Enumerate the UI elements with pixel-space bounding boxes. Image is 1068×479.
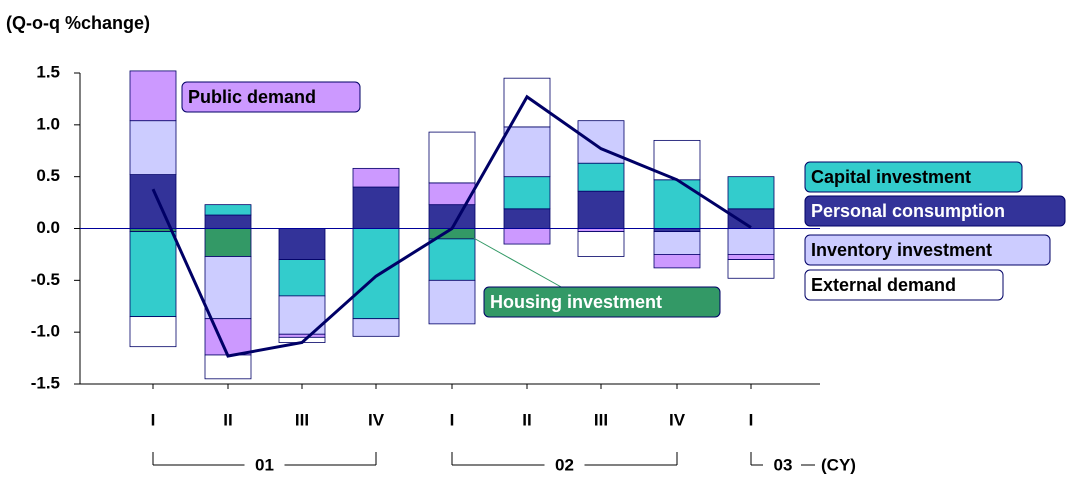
bar-segment (352, 167, 400, 188)
y-tick-label: 0.5 (36, 166, 60, 185)
leader-line (469, 235, 564, 289)
y-tick-label: 1.5 (36, 62, 60, 81)
legend-box (804, 161, 1023, 193)
bar-segment (129, 231, 177, 318)
legend-box (804, 195, 1066, 227)
legend-label: Public demand (188, 87, 316, 107)
x-tick-label: III (295, 410, 309, 429)
y-tick-label: 1.0 (36, 114, 60, 133)
bar-segment (129, 70, 177, 122)
bar-segment (727, 254, 775, 261)
year-label: 03 (774, 455, 793, 474)
legend-label: Capital investment (811, 167, 971, 187)
legend-label: Housing investment (490, 292, 662, 312)
bar-segment (428, 279, 476, 325)
bar-segment (129, 316, 177, 348)
legend-box (804, 269, 1004, 301)
bar-segment (428, 131, 476, 184)
x-tick-label: IV (669, 410, 686, 429)
x-tick-label: I (450, 410, 455, 429)
bar-segment (503, 176, 551, 210)
bar-segment (503, 208, 551, 229)
y-tick-label: -1.5 (31, 373, 60, 392)
bar-segment (352, 228, 400, 320)
legend-label: Inventory investment (811, 240, 992, 260)
bar-segment (278, 333, 326, 338)
bar-segment (503, 77, 551, 128)
bar-segment (129, 174, 177, 229)
bar-segment (577, 190, 625, 229)
bar-segment (352, 318, 400, 337)
bar-segment (503, 126, 551, 178)
bar-segment (727, 259, 775, 279)
bar-segment (204, 228, 252, 257)
bar-segment (204, 214, 252, 229)
bar-segment (428, 204, 476, 229)
legend-label: Personal consumption (811, 201, 1005, 221)
y-tick-label: 0.0 (36, 218, 60, 237)
legend-box (804, 234, 1051, 266)
x-tick-label: IV (368, 410, 385, 429)
y-tick-label: -0.5 (31, 270, 60, 289)
bar-segment (278, 228, 326, 261)
x-tick-label: I (749, 410, 754, 429)
bar-segment (204, 256, 252, 320)
bar-segment (129, 120, 177, 175)
year-unit: (CY) (821, 455, 856, 474)
year-label: 01 (255, 455, 274, 474)
bar-segment (204, 204, 252, 216)
bar-segment (278, 259, 326, 297)
bar-segment (653, 231, 701, 255)
x-tick-label: II (522, 410, 531, 429)
x-tick-label: I (151, 410, 156, 429)
bar-segment (653, 179, 701, 229)
x-tick-label: II (223, 410, 232, 429)
bar-segment (727, 176, 775, 210)
y-tick-label: -1.0 (31, 322, 60, 341)
legend-label: External demand (811, 275, 956, 295)
bar-segment (727, 228, 775, 255)
y-axis-label: (Q-o-q %change) (6, 13, 150, 33)
bar-segment (428, 238, 476, 281)
bar-segment (577, 162, 625, 192)
total-line (151, 94, 752, 358)
bar-segment (653, 254, 701, 269)
bar-segment (204, 318, 252, 356)
legend-box (181, 81, 361, 113)
bar-segment (577, 231, 625, 257)
year-label: 02 (555, 455, 574, 474)
x-tick-label: III (594, 410, 608, 429)
bar-segment (352, 186, 400, 229)
bar-segment (204, 354, 252, 380)
legend-box (483, 286, 721, 318)
bar-segment (503, 228, 551, 245)
